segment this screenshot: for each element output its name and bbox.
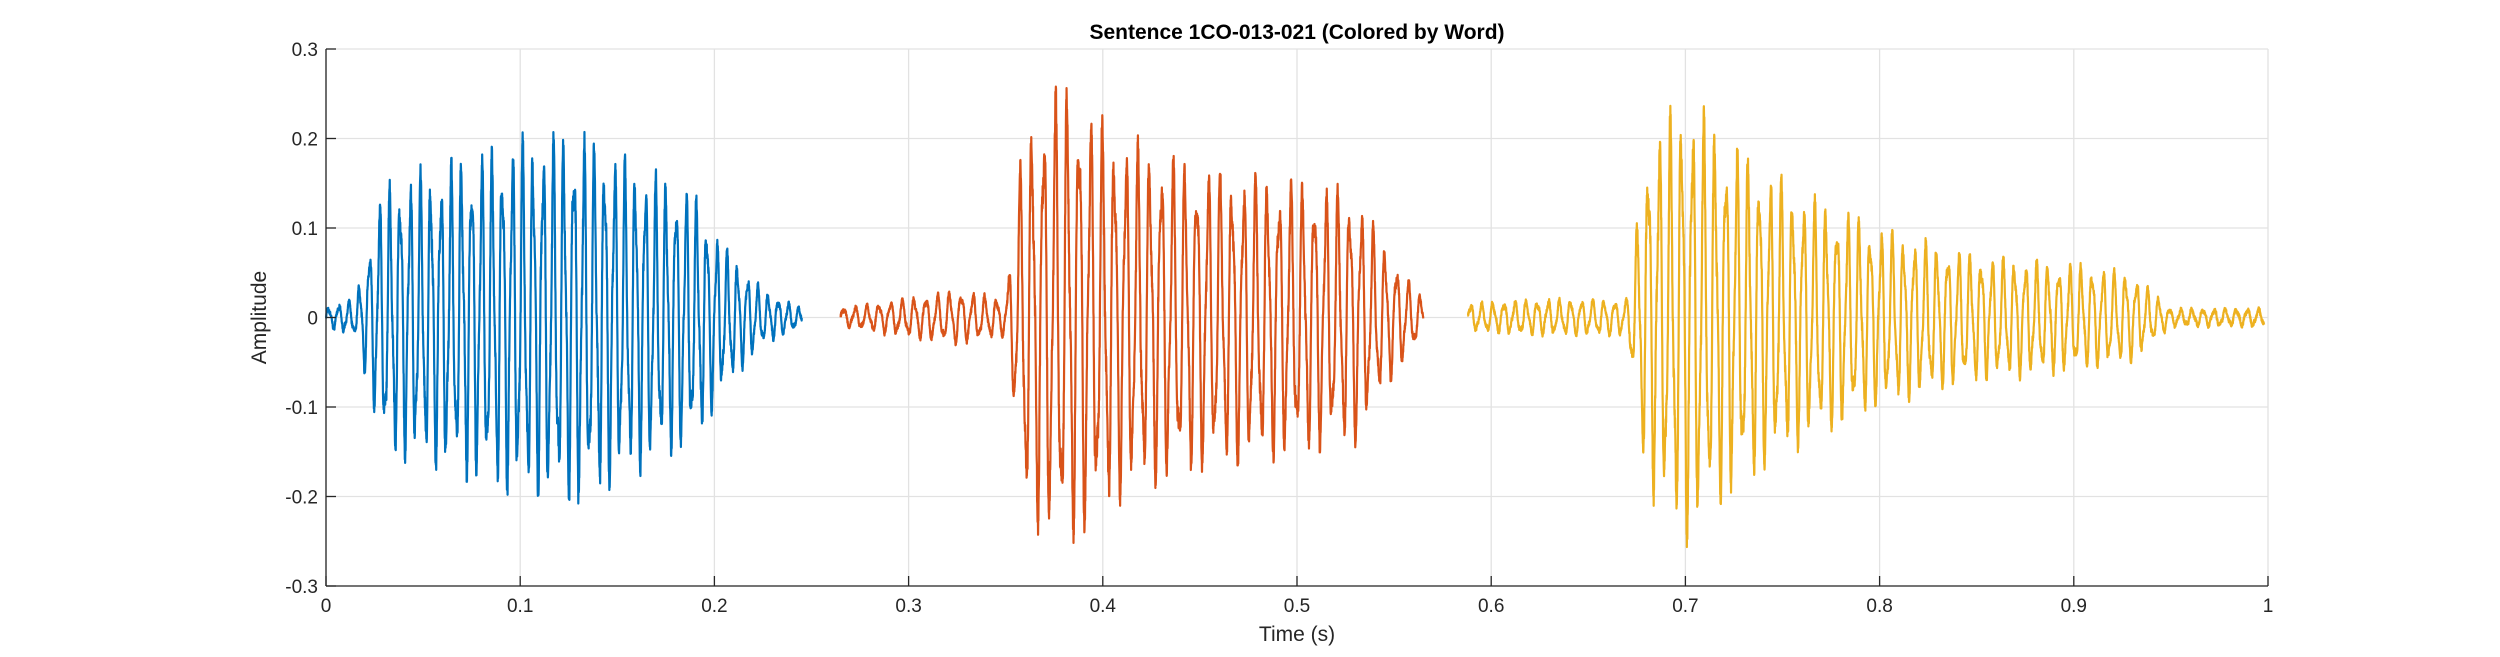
x-tick-label: 0	[321, 596, 332, 617]
y-tick-label: 0.3	[292, 40, 318, 61]
tick-labels: 0 0.1 0.2 0.3 0.4 0.5 0.6 0.7 0.8 0.9 1 -0.3 -0.2 -0.…	[285, 40, 2273, 617]
x-tick-label: 1	[2263, 596, 2274, 617]
chart-title: Sentence 1CO-013-021 (Colored by Word)	[1089, 21, 1504, 44]
x-tick-label: 0.6	[1478, 596, 1504, 617]
x-tick-label: 0.7	[1672, 596, 1698, 617]
x-tick-label: 0.1	[507, 596, 533, 617]
y-tick-label: 0.2	[292, 130, 318, 151]
y-tick-label: 0.1	[292, 219, 318, 240]
y-axis-label: Amplitude	[248, 271, 271, 364]
x-tick-label: 0.2	[701, 596, 727, 617]
x-tick-label: 0.3	[895, 596, 921, 617]
waveform-series-1	[324, 130, 803, 505]
x-tick-label: 0.5	[1284, 596, 1310, 617]
x-tick-label: 0.9	[2061, 596, 2087, 617]
waveform-series-3	[1466, 104, 2266, 549]
x-tick-label: 0.4	[1090, 596, 1117, 617]
x-axis-label: Time (s)	[1259, 623, 1335, 646]
y-tick-label: -0.2	[285, 488, 318, 509]
axes	[325, 48, 2269, 587]
y-tick-label: 0	[307, 309, 318, 330]
y-tick-label: -0.1	[285, 398, 318, 419]
series-group	[324, 85, 2266, 549]
y-tick-label: -0.3	[285, 577, 318, 598]
waveform-series-2	[839, 85, 1425, 544]
x-tick-label: 0.8	[1866, 596, 1892, 617]
